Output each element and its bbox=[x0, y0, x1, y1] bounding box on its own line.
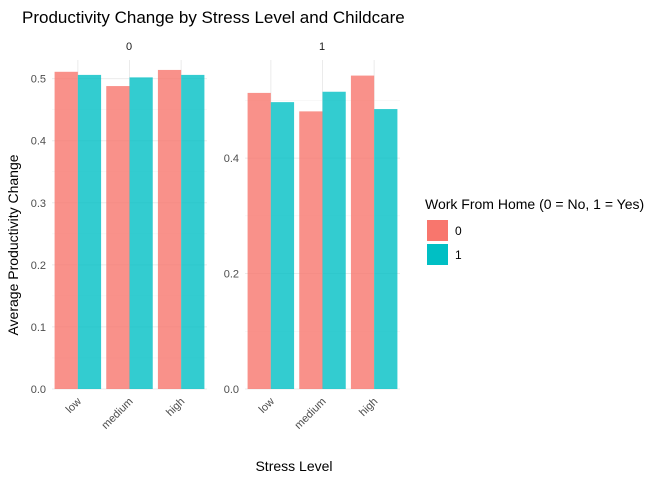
bar-1-high bbox=[181, 74, 205, 390]
legend-label-1: 1 bbox=[455, 248, 462, 262]
y-tick-label: 0.3 bbox=[31, 198, 46, 210]
bar-1-high bbox=[374, 109, 398, 389]
y-tick-label: 0.0 bbox=[224, 384, 239, 396]
bar-1-medium bbox=[129, 77, 153, 389]
y-axis-title: Average Productivity Change bbox=[5, 154, 21, 335]
legend: Work From Home (0 = No, 1 = Yes) 0 1 bbox=[425, 196, 644, 265]
legend-title: Work From Home (0 = No, 1 = Yes) bbox=[425, 196, 644, 212]
y-tick-label: 0.4 bbox=[31, 136, 46, 148]
bar-1-low bbox=[270, 102, 295, 390]
x-tick-label: high bbox=[357, 396, 380, 419]
bar-0-low bbox=[54, 71, 78, 389]
x-tick-label: low bbox=[64, 396, 84, 416]
legend-label-0: 0 bbox=[455, 224, 462, 238]
y-tick-label: 0.0 bbox=[31, 384, 46, 396]
bar-0-high bbox=[350, 75, 375, 389]
facet-panel-0: 0 0.0 0.1 0.2 0.3 0.4 0.5 low medium high bbox=[31, 41, 207, 432]
y-tick-label: 0.5 bbox=[31, 74, 46, 86]
y-tick-label: 0.1 bbox=[31, 322, 46, 334]
facet-strip-label-0: 0 bbox=[126, 41, 132, 53]
x-tick-label: low bbox=[257, 396, 277, 416]
bar-0-medium bbox=[106, 86, 130, 389]
y-tick-label: 0.2 bbox=[31, 260, 46, 272]
bar-0-high bbox=[157, 69, 182, 390]
facet-strip-label-1: 1 bbox=[319, 41, 325, 53]
bar-0-low bbox=[247, 92, 271, 390]
y-tick-label: 0.4 bbox=[224, 153, 239, 165]
x-axis-title: Stress Level bbox=[255, 458, 332, 474]
y-tick-label: 0.2 bbox=[224, 269, 239, 281]
facet-panel-1: 1 0.0 0.2 0.4 low medium high bbox=[224, 41, 400, 432]
bar-0-medium bbox=[299, 111, 323, 389]
chart-title: Productivity Change by Stress Level and … bbox=[22, 8, 405, 27]
x-tick-label: high bbox=[164, 396, 187, 419]
bar-1-medium bbox=[322, 91, 346, 390]
bar-1-low bbox=[77, 74, 102, 390]
x-tick-label: medium bbox=[99, 396, 135, 432]
legend-swatch-0 bbox=[427, 220, 448, 241]
legend-swatch-1 bbox=[427, 244, 448, 265]
x-tick-label: medium bbox=[292, 396, 328, 432]
